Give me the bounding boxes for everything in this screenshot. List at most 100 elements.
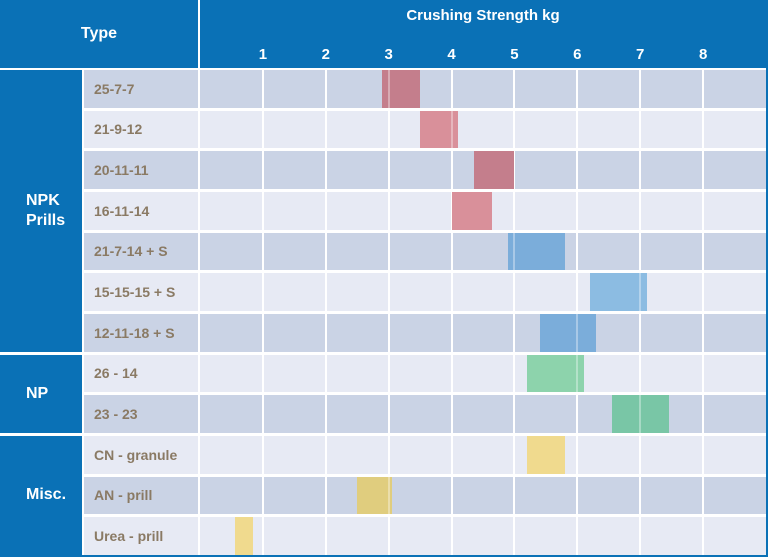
range-bar [589,273,647,311]
group-cell-misc: Misc. [0,435,82,555]
gridline [513,313,516,352]
gridline [261,435,264,474]
chart-body-grid: NPK Prills 25-7-7 21-9-12 20-11-11 16-11-14 2… [0,70,766,555]
row-label: 25-7-7 [84,70,198,108]
gridline [261,517,264,555]
chart-row [200,191,766,230]
gridline [576,476,579,515]
gridline [639,110,642,149]
gridline [450,354,453,393]
gridline [513,395,516,433]
gridline [450,313,453,352]
gridline [702,273,705,311]
row-label: CN - granule [84,435,198,474]
gridline [261,151,264,189]
chart-row [200,151,766,189]
row-label: 15-15-15 + S [84,273,198,311]
gridline [261,354,264,393]
gridline [261,273,264,311]
x-axis-tick-8: 8 [698,46,708,63]
chart-axis-header: Crushing Strength kg 1 2 3 4 5 6 7 8 [200,0,766,68]
gridline [576,191,579,230]
gridline [513,191,516,230]
gridline [450,70,453,108]
gridline [324,517,327,555]
x-axis-tick-6: 6 [573,46,582,63]
chart-row [200,273,766,311]
gridline [576,232,579,271]
gridline [702,313,705,352]
gridline [261,110,264,149]
gridline [513,70,516,108]
gridline [702,151,705,189]
gridline [639,151,642,189]
gridline [639,232,642,271]
gridline [702,476,705,515]
x-axis-tick-5: 5 [510,46,519,63]
gridline-overlay [513,232,516,271]
chart-row [200,354,766,393]
chart-row [200,110,766,149]
gridline [450,435,453,474]
gridline [513,273,516,311]
row-label: 21-7-14 + S [84,232,198,271]
gridline [513,476,516,515]
gridline [387,313,390,352]
gridline [639,354,642,393]
gridline [576,110,579,149]
gridline [450,395,453,433]
x-axis-tick-2: 2 [321,46,330,63]
gridline [387,110,390,149]
gridline [387,395,390,433]
gridline [639,313,642,352]
gridline [450,517,453,555]
gridline [576,395,579,433]
gridline [702,110,705,149]
gridline [324,191,327,230]
gridline [639,476,642,515]
x-axis-tick-3: 3 [384,46,393,63]
gridline [639,70,642,108]
gridline-overlay [387,476,390,515]
gridline [387,354,390,393]
group-cell-npk-prills: NPK Prills [0,70,82,352]
gridline [324,354,327,393]
chart-row [200,395,766,433]
row-label: 21-9-12 [84,110,198,149]
gridline [513,517,516,555]
gridline [324,395,327,433]
gridline-overlay [576,313,579,352]
row-label: 16-11-14 [84,191,198,230]
gridline-overlay [639,273,642,311]
gridline [387,435,390,474]
gridline-overlay [450,110,453,149]
gridline [261,232,264,271]
chart-row [200,70,766,108]
x-axis-tick-4: 4 [447,46,456,63]
gridline-overlay [387,70,390,108]
gridline [324,476,327,515]
gridline-overlay [639,395,642,433]
range-bar [382,70,421,108]
range-bar [473,151,515,189]
chart-row [200,313,766,352]
gridline [324,232,327,271]
range-bar [611,395,669,433]
gridline [261,313,264,352]
range-bar [508,232,565,271]
gridline [324,435,327,474]
gridline [387,273,390,311]
row-label: 23 - 23 [84,395,198,433]
gridline [702,191,705,230]
gridline [702,395,705,433]
gridline [576,435,579,474]
range-bar [451,191,493,230]
gridline [513,151,516,189]
chart-row [200,517,766,555]
x-axis-tick-7: 7 [636,46,645,63]
gridline [387,517,390,555]
gridline [450,273,453,311]
gridline [513,354,516,393]
gridline [450,151,453,189]
